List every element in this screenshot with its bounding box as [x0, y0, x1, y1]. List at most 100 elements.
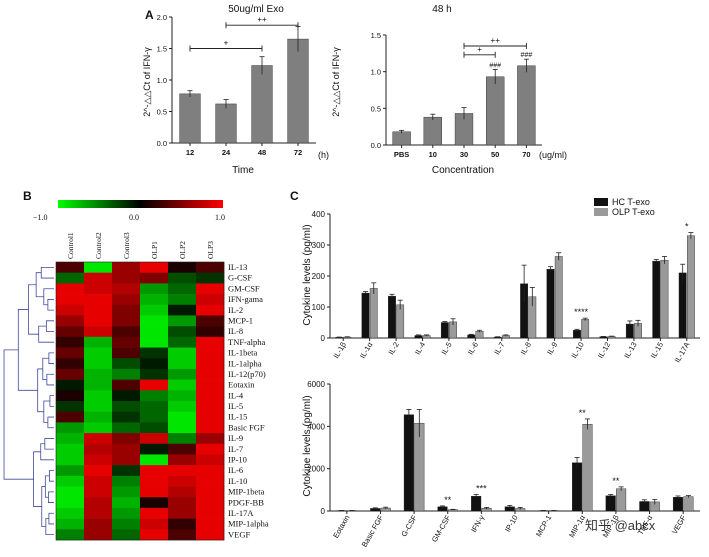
- x-tick-label: IL-7: [492, 341, 506, 357]
- bar: [388, 295, 396, 339]
- legend-swatch-olp: [594, 208, 608, 216]
- heatmap-row-label: IL-10: [228, 476, 247, 486]
- heatmap-cell: [112, 518, 141, 530]
- heatmap-cell: [168, 475, 197, 487]
- heatmap-cell: [84, 475, 113, 487]
- heatmap-cell: [84, 401, 113, 412]
- heatmap-cell: [112, 326, 141, 338]
- x-tick-label: 24: [222, 148, 231, 157]
- heatmap-cell: [196, 497, 225, 509]
- y-axis-label: Cytokine levels (pg/ml): [302, 224, 313, 325]
- heatmap-cell: [84, 465, 113, 477]
- y-tick-label: 2000: [307, 465, 325, 474]
- heatmap-cell: [56, 294, 85, 306]
- x-tick-label: IL-9: [545, 341, 559, 357]
- significance-stars: **: [612, 476, 620, 486]
- x-tick-label: IL-2: [387, 341, 401, 357]
- heatmap-cell: [168, 390, 197, 402]
- heatmap-row-label: IL-7: [228, 444, 243, 454]
- heatmap-cell: [140, 262, 169, 273]
- heatmap-cell: [140, 304, 169, 316]
- dendrogram-branch: [47, 299, 54, 311]
- heatmap-cell: [196, 465, 225, 477]
- y-tick-label: 1.0: [371, 68, 381, 77]
- heatmap-cell: [168, 326, 197, 338]
- heatmap-cell: [140, 529, 169, 541]
- heatmap-row-label: IL-4: [228, 390, 244, 400]
- heatmap-cell: [112, 433, 141, 445]
- x-tick-label: 10: [429, 150, 437, 159]
- heatmap-cell: [56, 347, 85, 359]
- bar: [369, 288, 378, 339]
- y-tick-label: 400: [312, 210, 326, 219]
- heatmap-row-label: G-CSF: [228, 273, 252, 283]
- x-tick-label: IL-8: [519, 341, 533, 357]
- panel-label-c: C: [290, 189, 299, 203]
- dendrogram-branch: [17, 309, 38, 391]
- dendrogram-branch: [44, 438, 54, 450]
- x-tick-label: 30: [460, 150, 468, 159]
- heatmap-cell: [168, 294, 197, 306]
- heatmap-cell: [84, 422, 113, 434]
- heatmap-row-label: MCP-1: [228, 315, 253, 325]
- heatmap-cell: [168, 283, 197, 295]
- heatmap-cell: [140, 497, 169, 509]
- x-tick-label: IL-15: [649, 341, 665, 360]
- heatmap-cell: [140, 336, 169, 348]
- chart-title: 48 h: [432, 4, 451, 15]
- heatmap-cell: [56, 304, 85, 316]
- heatmap-cell: [84, 315, 113, 327]
- watermark: 知乎 @abcx: [585, 518, 656, 533]
- dendrogram-branch: [42, 357, 49, 381]
- heatmap-cell: [56, 401, 85, 412]
- dendrogram-branch: [3, 349, 34, 480]
- heatmap-cell: [112, 368, 141, 380]
- y-tick-label: 2.0: [157, 13, 167, 22]
- heatmap-row-label: TNF-alpha: [228, 337, 266, 347]
- bar: [616, 488, 627, 512]
- x-tick-label: MCP-1: [534, 514, 553, 539]
- heatmap-cell: [112, 262, 141, 273]
- heatmap-row-label: IL-1alpha: [228, 358, 262, 368]
- heatmap-column-label: OLP3: [206, 241, 215, 259]
- heatmap-row-label: GM-CSF: [228, 283, 260, 293]
- heatmap-cell: [168, 454, 197, 466]
- heatmap-cell: [196, 475, 225, 487]
- heatmap-cell: [112, 443, 141, 455]
- bar: [287, 38, 309, 144]
- heatmap-cell: [140, 358, 169, 370]
- heatmap-border: [55, 261, 225, 541]
- heatmap-cell: [112, 529, 141, 541]
- dendrogram-branch: [46, 373, 54, 386]
- heatmap-cell: [56, 465, 85, 477]
- heatmap-cell: [140, 433, 169, 445]
- y-tick-label: 0.0: [157, 139, 167, 148]
- y-tick-label: 300: [312, 241, 326, 250]
- heatmap-cell: [112, 486, 141, 498]
- heatmap-cell: [168, 336, 197, 348]
- heatmap-cell: [84, 486, 113, 498]
- panel-c-interleukin-chart: Cytokine levels (pg/ml) HC T-exo OLP T-e…: [302, 197, 700, 364]
- y-tick-label: 0.5: [371, 104, 381, 113]
- heatmap-cell: [196, 368, 225, 380]
- x-tick-label: IL-13: [622, 341, 638, 360]
- heatmap-cell: [56, 454, 85, 466]
- bar: [396, 304, 405, 339]
- heatmap-row-label: IL-12(p70): [228, 369, 266, 379]
- heatmap-cell: [140, 326, 169, 338]
- heatmap-cell: [112, 507, 141, 519]
- heatmap-row-label: IFN-gama: [228, 294, 263, 304]
- heatmap-column-label: Control3: [122, 232, 131, 259]
- heatmap-cell: [196, 411, 225, 423]
- heatmap-cell: [112, 283, 141, 295]
- bar: [582, 424, 593, 512]
- heatmap-cell: [112, 475, 141, 487]
- colorbar: [58, 200, 223, 208]
- value-label: ###: [489, 62, 501, 69]
- heatmap-cell: [140, 401, 169, 412]
- heatmap-cell: [112, 465, 141, 477]
- heatmap-row-label: VEGF: [228, 529, 250, 539]
- heatmap-cell: [168, 262, 197, 273]
- bar: [672, 497, 683, 512]
- heatmap-row-label: IL-9: [228, 433, 243, 443]
